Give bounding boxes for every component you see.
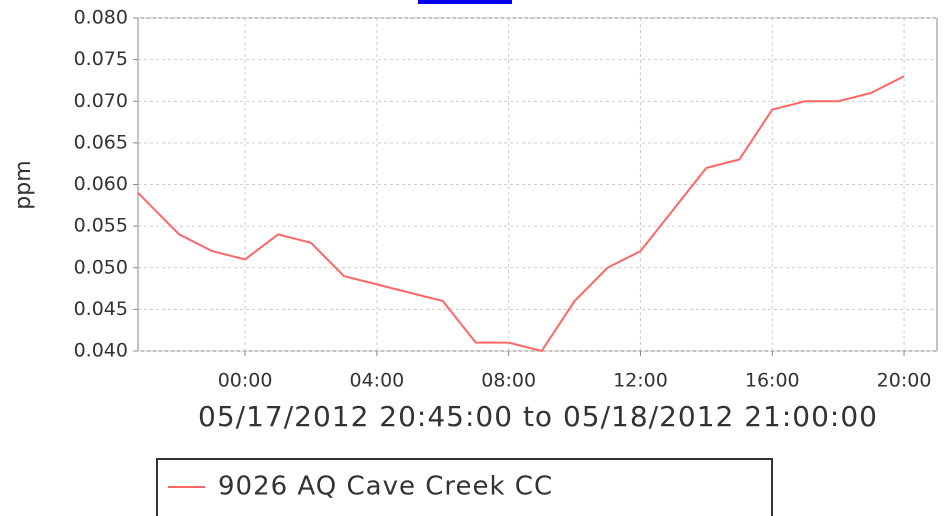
x-tick-label: 20:00 — [877, 370, 932, 392]
y-tick-label: 0.075 — [74, 48, 128, 70]
x-tick-label: 04:00 — [349, 370, 404, 392]
y-tick-label: 0.060 — [74, 173, 128, 195]
y-tick-label: 0.070 — [74, 90, 128, 112]
y-tick-label: 0.040 — [74, 340, 128, 362]
x-tick-label: 12:00 — [613, 370, 668, 392]
data-line — [137, 75, 905, 353]
y-tick-label: 0.055 — [74, 215, 128, 237]
x-tick-label: 00:00 — [218, 370, 273, 392]
y-tick-label: 0.065 — [74, 131, 128, 153]
x-tick-label: 16:00 — [745, 370, 800, 392]
y-tick-label: 0.080 — [74, 7, 128, 29]
link-fragment[interactable] — [418, 0, 512, 4]
y-axis-label: ppm — [11, 160, 36, 209]
x-tick-label: 08:00 — [481, 370, 536, 392]
legend-label: 9026 AQ Cave Creek CC — [218, 472, 553, 502]
y-tick-label: 0.050 — [74, 256, 128, 278]
legend — [156, 458, 773, 516]
y-tick-label: 0.045 — [74, 298, 128, 320]
subtitle: 05/17/2012 20:45:00 to 05/18/2012 21:00:… — [198, 400, 878, 433]
